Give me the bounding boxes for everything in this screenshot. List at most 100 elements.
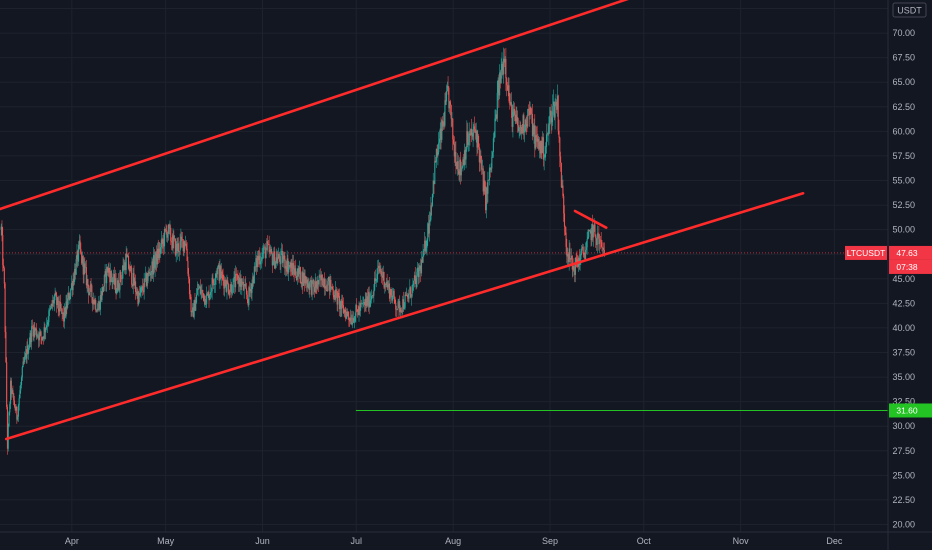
candle xyxy=(105,269,107,292)
candle xyxy=(120,274,123,286)
candle xyxy=(450,104,452,128)
candle xyxy=(22,357,24,368)
candle xyxy=(5,326,7,363)
y-tick-label: 60.00 xyxy=(892,126,915,136)
candle xyxy=(207,290,209,298)
candle xyxy=(229,284,231,298)
candle xyxy=(338,288,341,317)
candle xyxy=(184,240,186,254)
candle xyxy=(118,283,120,293)
candle xyxy=(249,281,251,297)
symbol-price-tag[interactable]: LTCUSDT xyxy=(845,245,887,260)
candle xyxy=(501,52,503,79)
channel-lower-line[interactable] xyxy=(4,191,805,441)
candle xyxy=(507,77,509,97)
candle xyxy=(213,279,215,290)
candle xyxy=(188,267,190,284)
candle xyxy=(113,266,116,290)
candle xyxy=(268,235,270,258)
candle xyxy=(92,292,94,310)
candle xyxy=(341,294,343,317)
candle xyxy=(67,292,69,310)
candle xyxy=(172,228,174,254)
candle xyxy=(194,292,196,311)
candle xyxy=(183,240,185,257)
candle xyxy=(96,303,98,313)
candle xyxy=(297,265,299,277)
candle xyxy=(31,319,33,329)
candle xyxy=(516,106,518,124)
candle xyxy=(429,212,431,226)
time-axis[interactable]: Apr May Jun Jul Aug Sep Oct Nov Dec xyxy=(0,531,932,546)
candle xyxy=(185,240,187,251)
candle xyxy=(63,305,65,328)
candle xyxy=(583,252,585,259)
candle xyxy=(370,291,372,307)
candle xyxy=(76,244,78,267)
candle xyxy=(402,295,404,315)
candle xyxy=(342,294,344,308)
candle xyxy=(329,274,331,296)
candle xyxy=(504,56,506,75)
candle xyxy=(476,129,478,157)
candle xyxy=(215,270,217,285)
last-price-tag[interactable]: 47.63 07:38 xyxy=(889,245,932,274)
candle xyxy=(500,58,502,84)
candle xyxy=(318,269,320,287)
candle xyxy=(267,235,269,252)
candle xyxy=(520,124,523,140)
candle xyxy=(49,305,51,311)
currency-badge[interactable]: USDT xyxy=(892,2,927,18)
candle xyxy=(256,255,258,275)
candle xyxy=(427,214,430,238)
resistance-line[interactable] xyxy=(573,209,608,229)
candle xyxy=(470,118,473,143)
candle xyxy=(29,330,31,348)
candle xyxy=(192,303,194,318)
price-axis[interactable]: 72.5070.0067.5065.0062.5060.0057.5055.00… xyxy=(887,0,932,550)
candle xyxy=(4,281,6,339)
candle xyxy=(428,211,430,242)
y-tick-label: 30.00 xyxy=(892,421,915,431)
candle xyxy=(485,181,487,214)
candle xyxy=(494,109,496,139)
candle xyxy=(238,275,240,292)
candle xyxy=(335,286,337,298)
candle xyxy=(259,247,261,268)
candle xyxy=(600,232,602,248)
candle xyxy=(64,306,66,319)
candle xyxy=(542,133,544,167)
candle xyxy=(499,64,501,100)
candle xyxy=(323,277,325,288)
candle xyxy=(217,263,219,269)
candle xyxy=(398,298,400,308)
candle xyxy=(129,261,131,272)
candle xyxy=(59,295,61,316)
candle xyxy=(226,274,228,300)
candle xyxy=(191,310,193,317)
candle xyxy=(565,226,567,255)
candle xyxy=(274,246,276,269)
candle xyxy=(92,296,94,312)
candle xyxy=(62,312,64,320)
candle xyxy=(238,272,241,293)
candle xyxy=(253,262,255,284)
candle xyxy=(330,276,332,293)
candle xyxy=(381,267,383,285)
candle xyxy=(601,240,603,252)
channel-upper-line[interactable] xyxy=(0,0,638,211)
candle xyxy=(451,112,453,127)
drawings-layer[interactable] xyxy=(0,0,889,441)
candle xyxy=(467,122,469,148)
candle xyxy=(534,114,536,158)
candle xyxy=(373,284,375,303)
candle xyxy=(8,411,10,428)
candle xyxy=(106,264,108,292)
candle xyxy=(390,287,392,298)
level-price-tag[interactable]: 31.60 xyxy=(889,403,932,418)
candle xyxy=(365,292,367,313)
candle xyxy=(239,270,241,295)
candle xyxy=(68,291,70,301)
candle xyxy=(107,263,109,277)
